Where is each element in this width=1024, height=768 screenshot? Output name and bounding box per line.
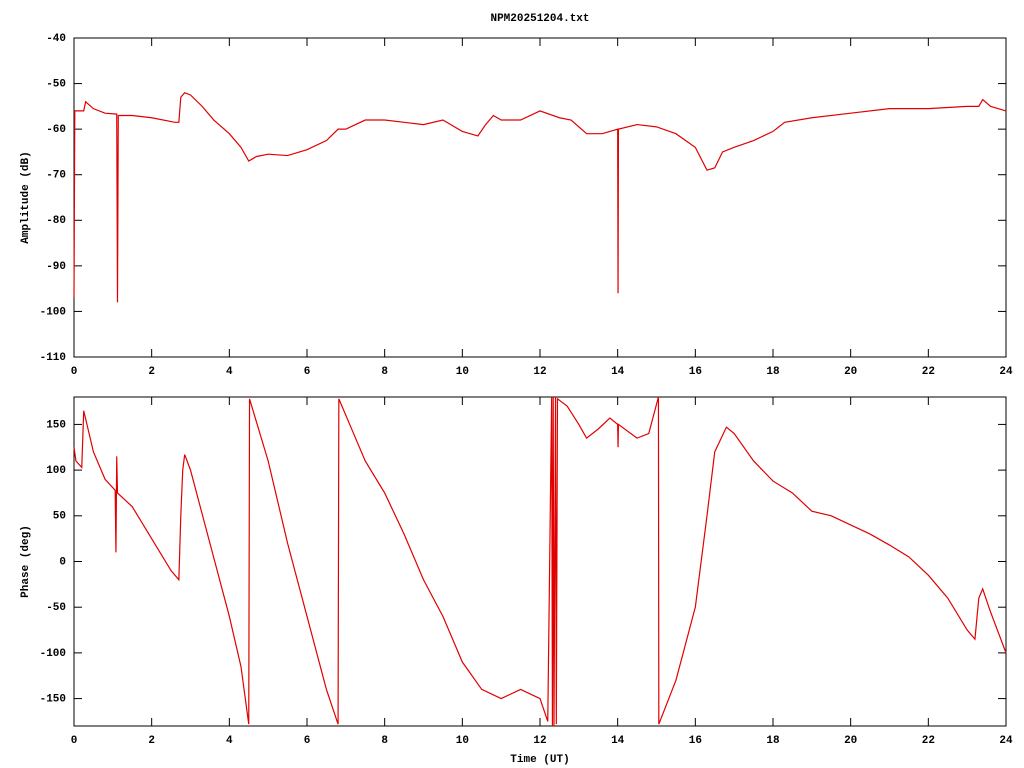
y-tick-label: -100 [40, 306, 66, 318]
x-tick-label: 0 [71, 735, 78, 747]
y-tick-label: -50 [46, 602, 66, 614]
x-tick-label: 14 [611, 366, 625, 378]
x-tick-label: 18 [766, 735, 780, 747]
y-tick-label: -50 [46, 78, 66, 90]
x-tick-label: 12 [533, 366, 546, 378]
data-line [73, 396, 1007, 727]
y-tick-label: 0 [59, 556, 66, 568]
y-tick-label: -70 [46, 170, 66, 182]
x-tick-label: 2 [148, 735, 155, 747]
y-tick-label: -40 [46, 33, 66, 45]
x-tick-label: 8 [381, 735, 388, 747]
x-tick-label: 16 [689, 366, 702, 378]
chart-title: NPM20251204.txt [490, 13, 589, 25]
x-tick-label: 12 [533, 735, 546, 747]
x-tick-label: 6 [304, 735, 311, 747]
x-tick-label: 10 [456, 735, 469, 747]
x-tick-label: 24 [999, 366, 1013, 378]
data-line [73, 91, 1007, 303]
x-tick-label: 8 [381, 366, 388, 378]
y-axis-label: Amplitude (dB) [20, 151, 32, 243]
x-tick-label: 20 [844, 735, 857, 747]
x-tick-label: 18 [766, 366, 780, 378]
y-tick-label: 100 [46, 465, 66, 477]
x-tick-label: 22 [922, 366, 935, 378]
x-tick-label: 10 [456, 366, 469, 378]
x-axis-label: Time (UT) [510, 754, 569, 766]
x-tick-label: 16 [689, 735, 702, 747]
x-tick-label: 20 [844, 366, 857, 378]
x-tick-label: 24 [999, 735, 1013, 747]
y-tick-label: -80 [46, 215, 66, 227]
y-tick-label: -100 [40, 648, 66, 660]
y-tick-label: 50 [53, 511, 66, 523]
x-tick-label: 6 [304, 366, 311, 378]
x-tick-label: 4 [226, 735, 233, 747]
x-tick-label: 14 [611, 735, 625, 747]
y-axis-label: Phase (deg) [20, 525, 32, 598]
x-tick-label: 0 [71, 366, 78, 378]
y-tick-label: 150 [46, 419, 66, 431]
x-tick-label: 22 [922, 735, 935, 747]
x-tick-label: 2 [148, 366, 155, 378]
x-tick-label: 4 [226, 366, 233, 378]
y-tick-label: -90 [46, 261, 66, 273]
y-tick-label: -150 [40, 693, 66, 705]
y-tick-label: -60 [46, 124, 66, 136]
y-tick-label: -110 [40, 352, 66, 364]
